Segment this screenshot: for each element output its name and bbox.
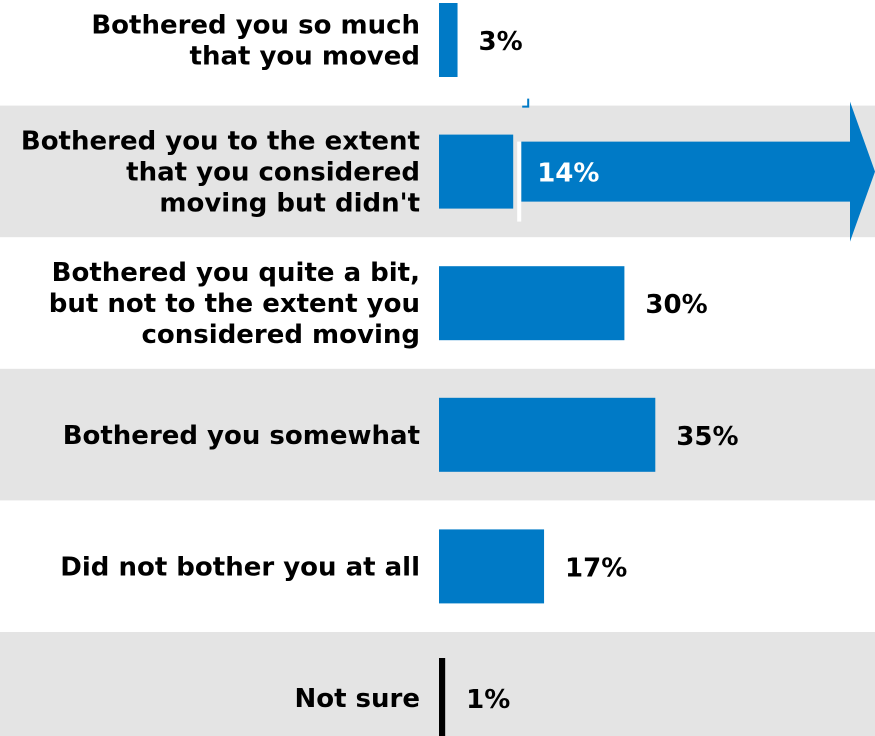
highlight-arrow-1 bbox=[521, 101, 875, 242]
category-label-5: Not sure bbox=[294, 684, 420, 714]
row-band-3 bbox=[0, 368, 875, 501]
category-label-1: Bothered you to the extent that you consi… bbox=[21, 127, 420, 219]
category-label-1-line-1: that you considered bbox=[126, 158, 420, 188]
value-label-5: 1% bbox=[466, 685, 510, 715]
category-label-3: Bothered you somewhat bbox=[63, 421, 420, 451]
bar-3 bbox=[439, 397, 656, 472]
value-label-2: 30% bbox=[645, 290, 707, 320]
category-label-2-line-2: considered moving bbox=[142, 320, 420, 350]
category-label-1-line-0: Bothered you to the extent bbox=[21, 127, 420, 157]
category-label-0-line-1: that you moved bbox=[190, 42, 420, 72]
arrow-gap-1 bbox=[517, 141, 522, 222]
category-label-2-line-1: but not to the extent you bbox=[49, 289, 420, 319]
category-label-2: Bothered you quite a bit, but not to the … bbox=[49, 258, 420, 350]
bar-1 bbox=[439, 134, 514, 209]
category-label-4: Did not bother you at all bbox=[60, 552, 420, 582]
bar-2 bbox=[439, 266, 625, 341]
bar-4 bbox=[439, 529, 545, 604]
value-label-4: 17% bbox=[565, 553, 627, 583]
category-label-2-line-0: Bothered you quite a bit, bbox=[52, 258, 420, 288]
row-band-5 bbox=[0, 632, 875, 736]
category-label-4-line-0: Did not bother you at all bbox=[60, 552, 420, 582]
category-label-5-line-0: Not sure bbox=[294, 684, 420, 714]
category-label-1-line-2: moving but didn't bbox=[159, 189, 420, 219]
bar-5 bbox=[439, 658, 446, 736]
value-label-1: 14% bbox=[537, 159, 599, 189]
category-label-0: Bothered you so much that you moved bbox=[91, 11, 420, 72]
category-label-0-line-0: Bothered you so much bbox=[91, 11, 420, 41]
arrow-mark-1 bbox=[522, 98, 530, 108]
category-label-3-line-0: Bothered you somewhat bbox=[63, 421, 420, 451]
bar-0 bbox=[439, 3, 458, 77]
value-label-3: 35% bbox=[676, 422, 738, 452]
value-label-0: 3% bbox=[479, 27, 523, 57]
